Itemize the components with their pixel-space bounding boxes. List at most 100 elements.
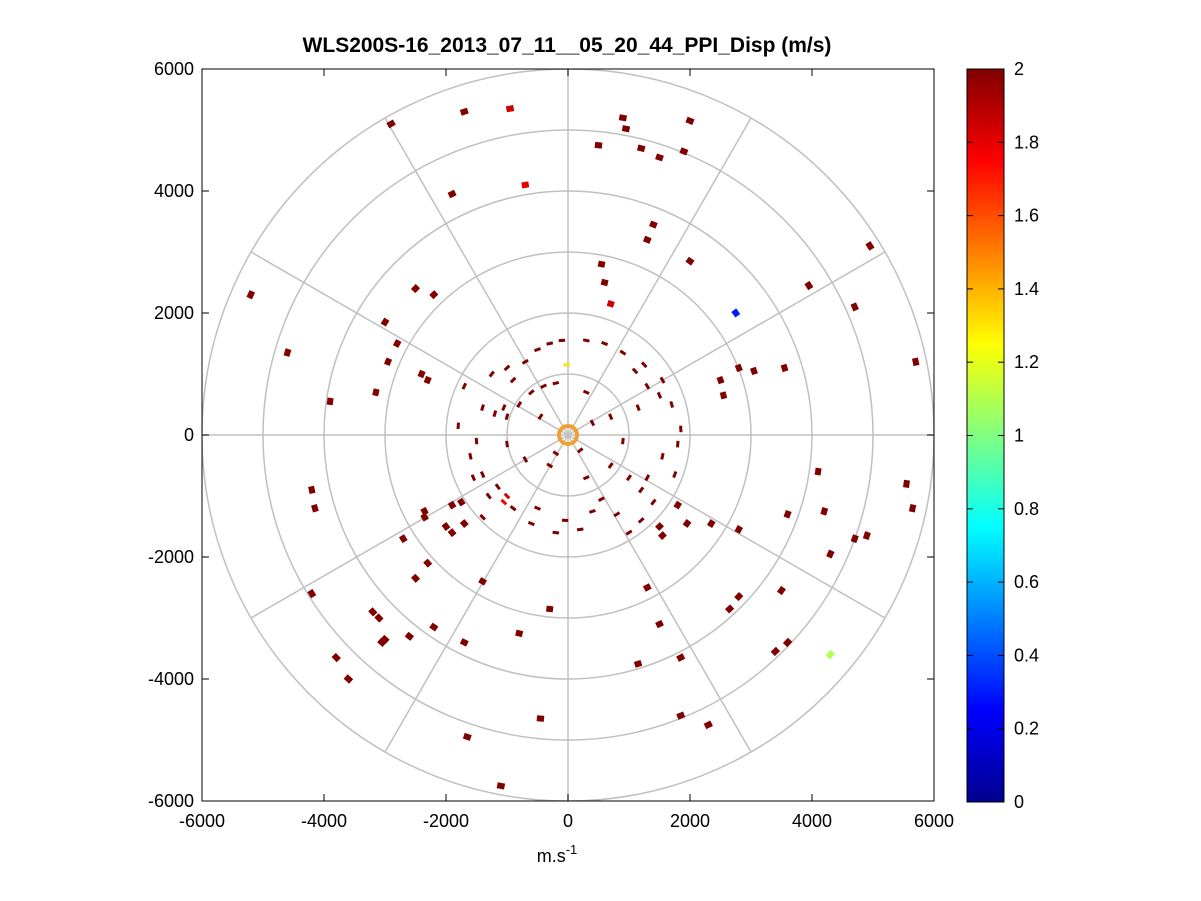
data-point [582, 338, 590, 343]
data-point [423, 375, 432, 385]
data-point [734, 525, 744, 534]
data-point [675, 440, 680, 448]
data-point [679, 147, 689, 156]
data-point [479, 471, 486, 479]
data-point [447, 500, 457, 510]
data-point [392, 339, 402, 348]
y-tick-label: -6000 [148, 791, 194, 811]
data-point [480, 404, 485, 412]
data-point [597, 260, 606, 268]
data-point [459, 638, 469, 647]
grid-ring-1 [445, 312, 691, 558]
data-point [679, 425, 683, 433]
x-axis-label: m.s-1 [537, 842, 578, 866]
chart-title: WLS200S-16_2013_07_11__05_20_44_PPI_Disp… [303, 34, 832, 57]
x-tick-label: 2000 [670, 811, 710, 831]
data-point [468, 452, 473, 460]
data-point [383, 357, 393, 367]
data-point [536, 715, 545, 722]
data-point [456, 422, 461, 430]
colorbar-tick-label: 1.4 [1014, 279, 1039, 299]
x-tick-label: 0 [563, 811, 573, 831]
data-point [618, 114, 628, 122]
data-point [780, 363, 789, 373]
data-point [607, 462, 614, 469]
data-point [657, 531, 667, 541]
data-point [804, 280, 814, 291]
colorbar-tick-label: 1.6 [1014, 206, 1039, 226]
data-point [527, 520, 535, 527]
data-point [685, 256, 695, 266]
data-point [600, 278, 609, 287]
data-point [343, 674, 354, 684]
data-point [533, 347, 542, 353]
data-point [501, 404, 507, 412]
data-point [655, 522, 664, 531]
data-point [505, 440, 509, 448]
data-point [441, 522, 451, 531]
data-point [850, 534, 859, 544]
data-point [420, 506, 429, 516]
grid-ring-3 [323, 190, 813, 680]
data-point [374, 613, 384, 623]
colorbar-tick-label: 1 [1014, 426, 1024, 446]
data-point [447, 528, 457, 538]
data-point [659, 376, 666, 384]
data-point [814, 467, 822, 476]
colorbar-tick-label: 0.4 [1014, 645, 1039, 665]
data-point [673, 500, 683, 510]
data-point [613, 511, 621, 518]
data-point [644, 474, 651, 482]
data-point [682, 519, 692, 528]
data-point [724, 604, 735, 614]
data-point [546, 462, 554, 469]
data-point [494, 483, 501, 491]
data-point [478, 577, 488, 586]
data-point [462, 732, 472, 741]
data-point [246, 290, 256, 300]
data-point [534, 505, 541, 511]
data-point [642, 235, 652, 244]
y-tick-label: 0 [184, 425, 194, 445]
data-point [457, 497, 466, 507]
data-point [606, 299, 615, 308]
data-point [576, 447, 584, 454]
data-point [488, 370, 495, 378]
data-point [911, 357, 920, 367]
data-point [504, 413, 510, 421]
data-point [826, 549, 835, 559]
data-point [515, 629, 524, 638]
data-point [640, 361, 648, 369]
data-point [649, 220, 658, 229]
colorbar-tick-label: 0.2 [1014, 719, 1039, 739]
colorbar-tick-label: 2 [1014, 59, 1024, 79]
data-point [862, 531, 871, 541]
data-point [423, 558, 433, 568]
data-point [522, 455, 529, 463]
grid-ring-4 [262, 129, 874, 741]
data-point [601, 340, 609, 347]
y-tick-label: 6000 [154, 59, 194, 79]
data-point [625, 529, 633, 536]
data-point [902, 479, 910, 488]
data-point [865, 241, 875, 251]
data-point [582, 389, 590, 395]
data-point [637, 517, 645, 524]
colorbar-tick-label: 0.6 [1014, 572, 1039, 592]
data-point [563, 363, 570, 367]
data-point [685, 116, 695, 125]
data-point [420, 512, 429, 522]
data-point [521, 181, 530, 189]
colorbar-tick-label: 1.8 [1014, 132, 1039, 152]
data-point [398, 534, 408, 544]
x-tick-label: -6000 [179, 811, 225, 831]
data-point [429, 622, 439, 632]
data-point [308, 485, 316, 495]
data-point [619, 349, 627, 356]
x-tick-label: 6000 [914, 811, 954, 831]
y-axis: 6000 4000 2000 0 -2000 -4000 -6000 [148, 59, 934, 811]
data-point [492, 410, 498, 418]
origin-marker [557, 424, 579, 446]
data-point [676, 711, 686, 720]
